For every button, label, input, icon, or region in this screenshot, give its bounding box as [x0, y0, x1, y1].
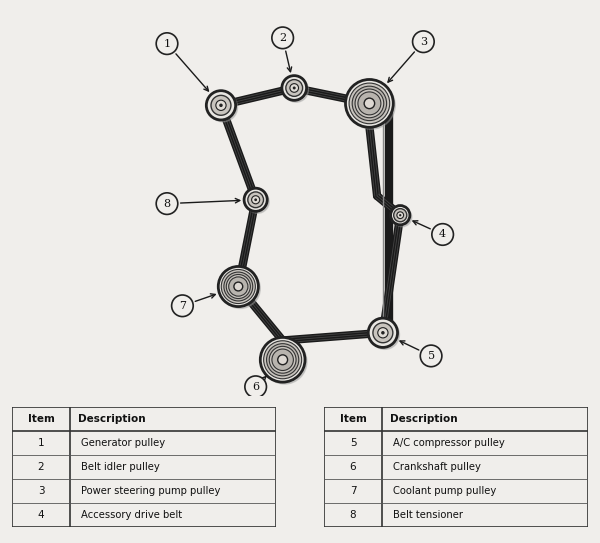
Circle shape: [282, 75, 307, 100]
Circle shape: [269, 346, 296, 373]
Circle shape: [216, 100, 226, 110]
Circle shape: [373, 323, 393, 343]
Text: Description: Description: [78, 414, 146, 424]
Circle shape: [219, 104, 223, 107]
Circle shape: [278, 355, 287, 365]
Circle shape: [156, 193, 178, 214]
Text: Belt tensioner: Belt tensioner: [392, 510, 463, 520]
Circle shape: [211, 96, 231, 115]
Circle shape: [234, 282, 243, 291]
Text: A/C compressor pulley: A/C compressor pulley: [392, 438, 505, 448]
Text: 5: 5: [428, 351, 434, 361]
Text: 8: 8: [350, 510, 356, 520]
Text: Power steering pump pulley: Power steering pump pulley: [80, 486, 220, 496]
Text: 6: 6: [252, 382, 259, 392]
Circle shape: [381, 331, 385, 334]
Text: Accessory drive belt: Accessory drive belt: [80, 510, 182, 520]
Circle shape: [290, 84, 299, 92]
Circle shape: [368, 318, 398, 348]
Circle shape: [172, 295, 193, 317]
Text: 3: 3: [38, 486, 44, 496]
Circle shape: [224, 272, 253, 301]
Text: 7: 7: [350, 486, 356, 496]
Text: 1: 1: [163, 39, 170, 49]
Circle shape: [352, 86, 386, 121]
Circle shape: [413, 31, 434, 53]
Circle shape: [226, 274, 250, 299]
FancyBboxPatch shape: [324, 407, 588, 527]
Circle shape: [244, 188, 267, 211]
Text: Coolant pump pulley: Coolant pump pulley: [392, 486, 496, 496]
Circle shape: [355, 89, 384, 118]
Circle shape: [399, 214, 401, 216]
Circle shape: [391, 206, 410, 225]
Circle shape: [248, 192, 263, 207]
Circle shape: [263, 341, 302, 379]
Text: 2: 2: [279, 33, 286, 43]
Circle shape: [293, 86, 296, 90]
Circle shape: [420, 345, 442, 367]
Circle shape: [364, 98, 374, 109]
Circle shape: [272, 27, 293, 49]
Text: 3: 3: [420, 37, 427, 47]
Text: Generator pulley: Generator pulley: [80, 438, 165, 448]
Circle shape: [260, 337, 305, 382]
Circle shape: [266, 344, 299, 376]
Circle shape: [349, 83, 390, 124]
Text: 6: 6: [350, 462, 356, 472]
Circle shape: [221, 269, 256, 304]
Circle shape: [346, 79, 393, 127]
Circle shape: [397, 212, 404, 219]
Circle shape: [229, 277, 248, 296]
Circle shape: [262, 339, 307, 384]
Circle shape: [218, 267, 259, 307]
Circle shape: [370, 320, 400, 349]
Circle shape: [246, 190, 269, 213]
Circle shape: [432, 224, 454, 245]
Circle shape: [392, 207, 412, 227]
Circle shape: [251, 195, 260, 204]
Text: 1: 1: [38, 438, 44, 448]
Circle shape: [358, 92, 381, 115]
Text: 2: 2: [38, 462, 44, 472]
Circle shape: [208, 93, 238, 122]
Circle shape: [254, 198, 257, 201]
Text: Description: Description: [390, 414, 458, 424]
Circle shape: [220, 268, 260, 308]
Text: Item: Item: [28, 414, 55, 424]
Text: 4: 4: [439, 230, 446, 239]
Circle shape: [245, 376, 266, 397]
Circle shape: [272, 349, 293, 370]
Circle shape: [347, 81, 395, 129]
Circle shape: [378, 327, 388, 338]
Text: Crankshaft pulley: Crankshaft pulley: [392, 462, 481, 472]
Circle shape: [156, 33, 178, 54]
Text: 7: 7: [179, 301, 186, 311]
Circle shape: [206, 91, 236, 120]
Text: Belt idler pulley: Belt idler pulley: [80, 462, 160, 472]
Circle shape: [286, 80, 302, 96]
Circle shape: [394, 209, 407, 222]
Text: 8: 8: [163, 199, 170, 209]
Circle shape: [284, 78, 308, 102]
Text: Item: Item: [340, 414, 367, 424]
Text: 4: 4: [38, 510, 44, 520]
Text: 5: 5: [350, 438, 356, 448]
FancyBboxPatch shape: [12, 407, 276, 527]
